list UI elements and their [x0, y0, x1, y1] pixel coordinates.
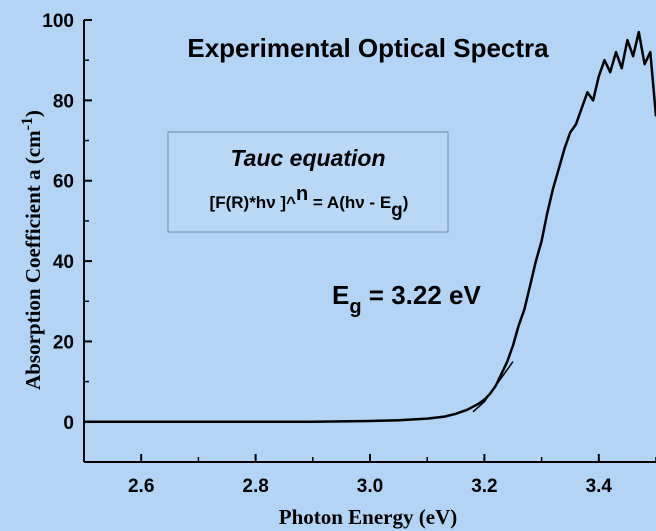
band-gap-label: Eg = 3.22 eV: [332, 280, 481, 318]
tauc-formula-subscript: g: [391, 200, 403, 221]
tauc-equation-title: Tauc equation: [230, 145, 385, 171]
x-tick-label: 2.8: [242, 476, 268, 497]
x-tick-label: 3.0: [357, 476, 383, 497]
y-axis-label-superscript: -1: [19, 117, 36, 130]
series-group: [84, 30, 656, 424]
band-gap-value: = 3.22 eV: [362, 280, 482, 310]
tauc-formula-exponent: n: [296, 183, 308, 205]
absorption-curve: [84, 30, 656, 424]
y-ticks: 0 20 40 60 80 100: [42, 11, 92, 463]
y-axis-label: Absorption Coefficient a (cm-1): [19, 110, 45, 390]
x-tick-label: 2.6: [128, 476, 154, 497]
chart-title: Experimental Optical Spectra: [187, 33, 549, 63]
y-tick-label: 40: [53, 252, 74, 273]
y-tick-label: 80: [53, 91, 74, 112]
y-axis-label-main: Absorption Coefficient a (cm: [21, 130, 45, 390]
x-ticks: 2.6 2.8 3.0 3.2 3.4: [83, 454, 656, 497]
y-tick-label: 0: [63, 413, 74, 434]
tauc-formula-rhs: = A(hν - E: [308, 193, 391, 212]
y-tick-label: 100: [42, 11, 74, 32]
x-tick-label: 3.4: [586, 476, 613, 497]
tauc-formula-close: ): [403, 193, 409, 212]
band-gap-symbol: E: [332, 280, 349, 310]
tauc-annotation-box: [167, 131, 449, 233]
y-tick-label: 60: [53, 172, 74, 193]
y-axis-label-close: ): [21, 110, 45, 117]
x-tick-label: 3.2: [471, 476, 497, 497]
x-axis-label: Photon Energy (eV): [279, 505, 457, 529]
y-tick-label: 20: [53, 332, 74, 353]
tauc-fit-line: [472, 361, 514, 413]
band-gap-subscript: g: [349, 296, 361, 318]
tauc-formula: [F(R)*hν ]^n = A(hν - Eg): [210, 183, 409, 221]
tauc-formula-lhs: [F(R)*hν ]^: [210, 193, 296, 212]
